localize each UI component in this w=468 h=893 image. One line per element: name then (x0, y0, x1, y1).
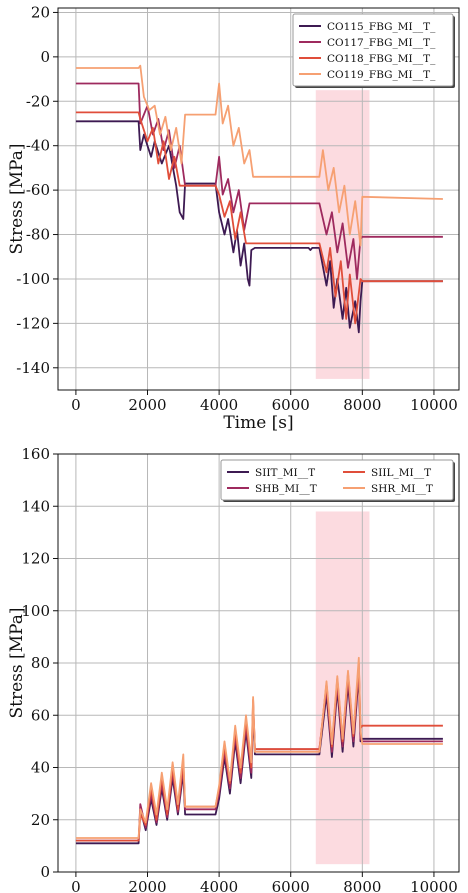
legend-label: CO115_FBG_MI__T_ (327, 21, 436, 33)
y-tick-label: 0 (40, 48, 50, 66)
x-tick-label: 4000 (200, 396, 238, 414)
series-line-4 (75, 656, 443, 839)
x-tick-label: 6000 (272, 878, 310, 893)
y-tick-label: -140 (16, 359, 50, 377)
y-tick-label: 120 (21, 550, 50, 568)
y-tick-label: -40 (26, 137, 50, 155)
x-tick-label: 6000 (272, 396, 310, 414)
y-tick-label: -120 (16, 314, 50, 332)
legend-label: SIIT_MI__T (255, 467, 315, 479)
y-tick-label: 20 (31, 811, 50, 829)
x-tick-label: 2000 (128, 396, 166, 414)
legend-label: SHB_MI__T (255, 483, 317, 495)
plot-frame (57, 7, 460, 391)
chart-2: 0 2000 4000 6000 8000 10000 0 20 40 60 80 100 120 140… (7, 445, 460, 893)
x-tick-label: 10000 (410, 396, 458, 414)
y-tick-label: 0 (40, 863, 50, 881)
x-tick-label: 10000 (410, 878, 458, 893)
series-line-3 (75, 111, 443, 325)
legend-label: CO118_FBG_MI__T_ (327, 53, 436, 65)
x-tick-label: 8000 (343, 878, 381, 893)
series-line-1 (75, 120, 443, 334)
legend-label: CO119_FBG_MI__T_ (327, 69, 436, 81)
series-line-2 (75, 82, 443, 280)
x-tick-label: 4000 (200, 878, 238, 893)
legend-box (220, 459, 454, 501)
y-tick-label: -80 (26, 226, 50, 244)
y-tick-label: 80 (31, 654, 50, 672)
legend-label: CO117_FBG_MI__T_ (327, 37, 436, 49)
highlight-region (315, 511, 370, 865)
y-tick-label: 60 (31, 706, 50, 724)
y-tick-label: -100 (16, 270, 50, 288)
y-tick-label: 140 (21, 497, 50, 515)
legend-label: SHR_MI__T (371, 483, 433, 495)
y-axis-label: Stress [MPa] (7, 144, 27, 255)
legend: SIIT_MI__T SHB_MI__T SIIL_MI__T SHR_MI__T (220, 459, 455, 502)
y-tick-label: 160 (21, 445, 50, 463)
y-tick-label: 20 (31, 3, 50, 21)
legend-box (292, 13, 454, 87)
x-tick-label: 2000 (128, 878, 166, 893)
legend-label: SIIL_MI__T (371, 467, 431, 479)
legend: CO115_FBG_MI__T_ CO117_FBG_MI__T_ CO118_FB… (292, 13, 455, 88)
x-axis-label: Time [s] (223, 413, 293, 433)
y-tick-label: 40 (31, 759, 50, 777)
series-line-1 (75, 672, 443, 845)
y-tick-label: -20 (26, 92, 50, 110)
y-tick-label: 100 (21, 602, 50, 620)
x-tick-label: 8000 (343, 396, 381, 414)
series-line-4 (75, 64, 443, 247)
chart-1: 0 2000 4000 6000 8000 10000 -140 -120 -100 -80 -60… (7, 3, 460, 433)
y-axis-label: Stress [MPa] (7, 608, 27, 719)
x-tick-label: 0 (71, 878, 81, 893)
y-tick-label: -60 (26, 181, 50, 199)
x-tick-label: 0 (71, 396, 81, 414)
